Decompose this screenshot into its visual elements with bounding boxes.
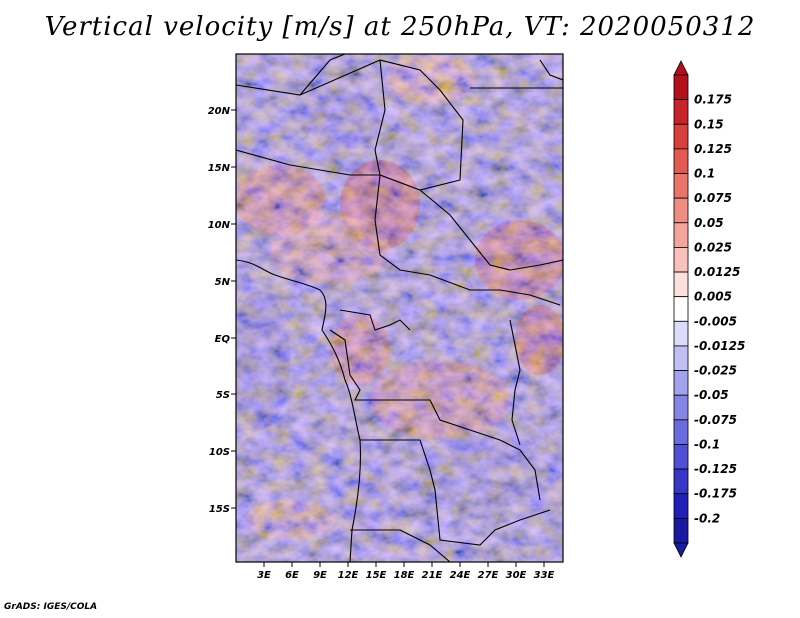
lon-label: 24E bbox=[450, 570, 471, 581]
colorbar-label: 0.05 bbox=[694, 216, 724, 230]
lat-label: 5S bbox=[216, 390, 230, 401]
colorbar-label: 0.075 bbox=[694, 191, 732, 205]
lat-label: 20N bbox=[208, 106, 231, 117]
colorbar-swatch bbox=[673, 197, 689, 224]
colorbar-swatch bbox=[673, 148, 689, 174]
colorbar-label: -0.025 bbox=[694, 364, 737, 378]
colorbar-label: -0.175 bbox=[694, 487, 737, 501]
lon-label: 15E bbox=[366, 570, 387, 581]
colorbar-label: -0.1 bbox=[694, 437, 720, 451]
colorbar-swatch bbox=[673, 444, 689, 470]
lon-label: 33E bbox=[534, 570, 555, 581]
colorbar-swatch bbox=[673, 493, 689, 519]
grads-credit: GrADS: IGES/COLA bbox=[4, 602, 98, 612]
map-frame bbox=[235, 53, 564, 563]
colorbar-swatch bbox=[673, 517, 689, 544]
colorbar-label: 0.175 bbox=[694, 93, 732, 107]
colorbar-swatch bbox=[673, 74, 689, 101]
colorbar-label: -0.2 bbox=[694, 511, 720, 525]
colorbar-swatch bbox=[673, 99, 689, 125]
colorbar-swatch bbox=[673, 296, 689, 322]
lat-label: 15S bbox=[209, 504, 230, 515]
colorbar-label: 0.125 bbox=[694, 142, 732, 156]
colorbar-label: -0.0125 bbox=[694, 339, 745, 353]
axis-ticks bbox=[231, 109, 545, 567]
colorbar-label: 0.0125 bbox=[694, 265, 740, 279]
colorbar-label: 0.005 bbox=[694, 290, 732, 304]
lon-label: 30E bbox=[506, 570, 527, 581]
map-title: Vertical velocity [m/s] at 250hPa, VT: 2… bbox=[44, 12, 756, 42]
lat-label: 5N bbox=[215, 277, 231, 288]
colorbar-swatch bbox=[673, 370, 689, 396]
colorbar-swatch bbox=[673, 222, 689, 248]
colorbar-arrow-bottom bbox=[673, 542, 689, 558]
colorbar-label: -0.005 bbox=[694, 314, 737, 328]
colorbar-label: 0.15 bbox=[694, 117, 724, 131]
lat-label: 10S bbox=[209, 447, 230, 458]
colorbar-swatch bbox=[673, 271, 689, 298]
colorbar-swatch bbox=[673, 123, 689, 150]
colorbar-label: -0.125 bbox=[694, 462, 737, 476]
colorbar-swatch bbox=[673, 468, 689, 495]
colorbar-swatch bbox=[673, 419, 689, 445]
lon-label: 3E bbox=[257, 570, 271, 581]
lon-label: 18E bbox=[394, 570, 415, 581]
lon-label: 27E bbox=[478, 570, 499, 581]
colorbar-label: -0.075 bbox=[694, 413, 737, 427]
colorbar-swatch bbox=[673, 345, 689, 371]
coastlines-and-borders bbox=[236, 54, 563, 562]
colorbar-label: 0.025 bbox=[694, 240, 732, 254]
colorbar-swatch bbox=[673, 394, 689, 421]
lat-label: 10N bbox=[208, 220, 231, 231]
lat-label: 15N bbox=[208, 163, 231, 174]
lon-label: 21E bbox=[422, 570, 443, 581]
colorbar-label: 0.1 bbox=[694, 167, 715, 181]
velocity-field bbox=[236, 54, 563, 562]
colorbar-arrow-top bbox=[673, 60, 689, 76]
lon-label: 12E bbox=[338, 570, 359, 581]
colorbar-swatch bbox=[673, 247, 689, 273]
colorbar-label: -0.05 bbox=[694, 388, 729, 402]
colorbar: 0.175 0.15 0.125 0.1 0.075 0.05 0.025 0.0125 0.0… bbox=[673, 60, 745, 558]
lon-label: 6E bbox=[285, 570, 299, 581]
lat-label: EQ bbox=[215, 334, 231, 345]
colorbar-swatch bbox=[673, 173, 689, 199]
lon-label: 9E bbox=[313, 570, 327, 581]
colorbar-swatch bbox=[673, 320, 689, 347]
